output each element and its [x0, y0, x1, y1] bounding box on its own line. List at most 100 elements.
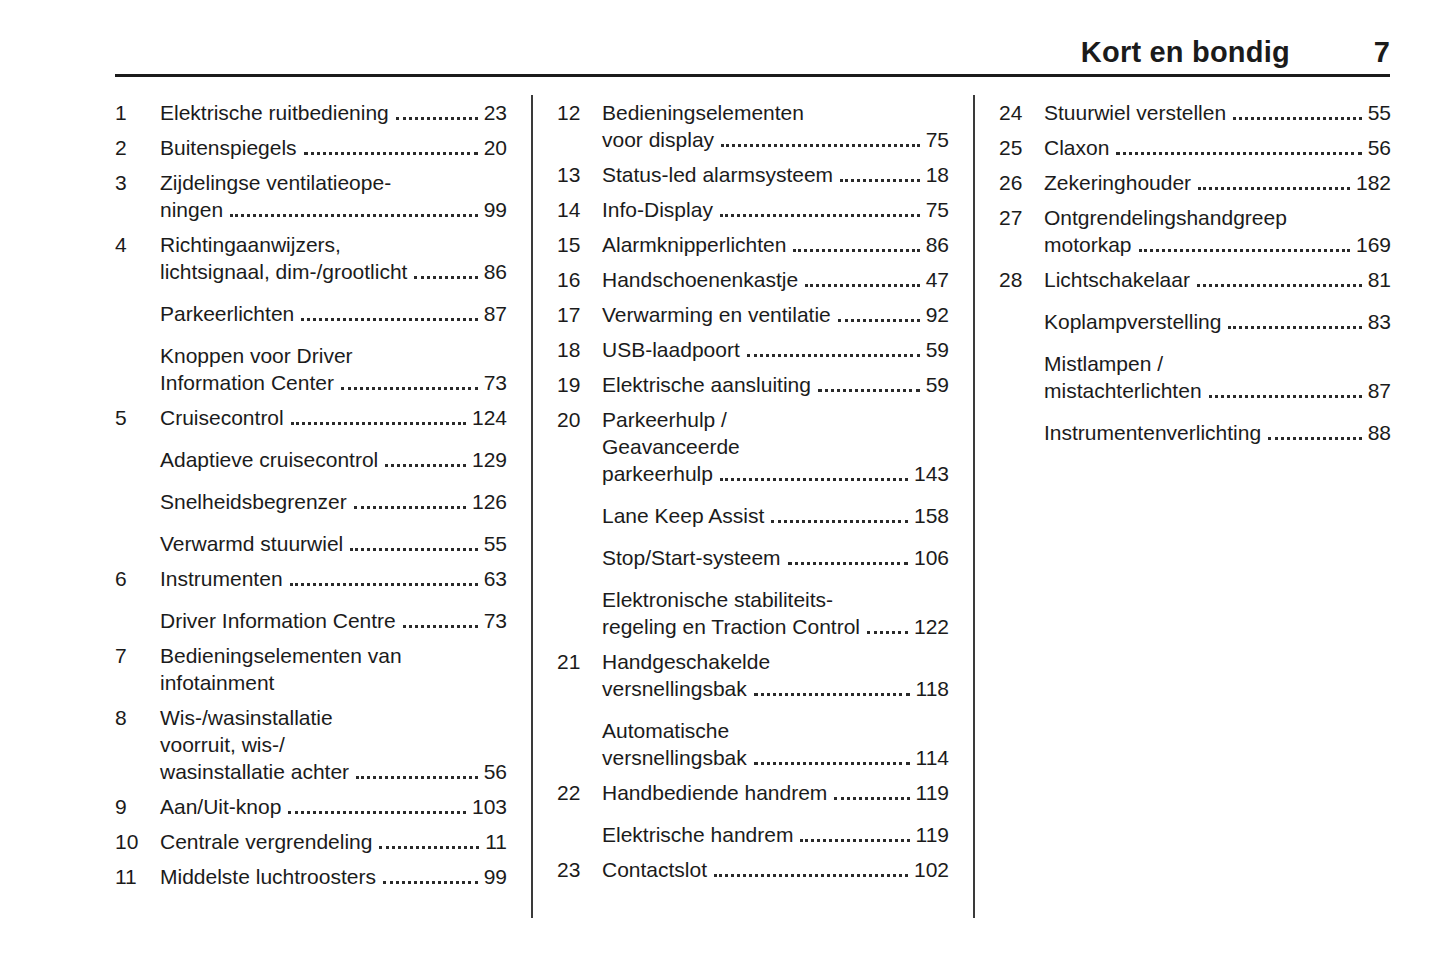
toc-entry: 2Buitenspiegels20 — [115, 134, 507, 161]
column-divider — [531, 95, 533, 918]
toc-entry-number: 23 — [557, 856, 602, 883]
toc-entry: Elektrische handrem119 — [557, 821, 949, 848]
toc-entry-page: 99 — [484, 863, 507, 890]
toc-entry-line: Information Center73 — [160, 369, 507, 396]
toc-entry-label: Knoppen voor Driver — [160, 342, 353, 369]
dot-leader — [840, 179, 920, 182]
toc-entry-line: ningen99 — [160, 196, 507, 223]
toc-entry-line: Stuurwiel verstellen55 — [1044, 99, 1391, 126]
toc-entry-page: 88 — [1368, 419, 1391, 446]
toc-entry: 7Bedieningselementen vaninfotainment — [115, 642, 507, 696]
toc-entry-label: Verwarmd stuurwiel — [160, 530, 343, 557]
toc-entry-line: Contactslot102 — [602, 856, 949, 883]
dot-leader — [818, 389, 920, 392]
toc-entry-body: Handbediende handrem119 — [602, 779, 949, 806]
toc-entry-page: 143 — [914, 460, 949, 487]
toc-entry-label: Middelste luchtroosters — [160, 863, 376, 890]
toc-entry: 25Claxon56 — [999, 134, 1391, 161]
dot-leader — [771, 520, 908, 523]
toc-entry-number: 24 — [999, 99, 1044, 126]
toc-entry-label: Buitenspiegels — [160, 134, 297, 161]
toc-entry-line: Zijdelingse ventilatieope- — [160, 169, 507, 196]
toc-entry-line: Instrumenten63 — [160, 565, 507, 592]
dot-leader — [383, 881, 478, 884]
toc-entry-line: Elektrische handrem119 — [602, 821, 949, 848]
toc-entry-page: 75 — [926, 126, 949, 153]
toc-entry-label: voorruit, wis-/ — [160, 731, 285, 758]
toc-entry: 14Info-Display75 — [557, 196, 949, 223]
toc-entry-line: Status-led alarmsysteem18 — [602, 161, 949, 188]
dot-leader — [1198, 187, 1350, 190]
toc-entry-page: 92 — [926, 301, 949, 328]
toc-entry-page: 118 — [916, 675, 949, 702]
toc-entry-line: Bedieningselementen — [602, 99, 949, 126]
toc-entry-number — [999, 419, 1044, 446]
toc-entry-page: 124 — [472, 404, 507, 431]
toc-entry-body: Knoppen voor DriverInformation Center73 — [160, 342, 507, 396]
toc-entry-label: Handbediende handrem — [602, 779, 827, 806]
toc-entry-line: Lane Keep Assist158 — [602, 502, 949, 529]
toc-entry-line: Lichtschakelaar81 — [1044, 266, 1391, 293]
toc-entry-page: 73 — [484, 369, 507, 396]
toc-entry: 20Parkeerhulp /Geavanceerdeparkeerhulp14… — [557, 406, 949, 487]
dot-leader — [754, 693, 910, 696]
toc-entry-page: 87 — [484, 300, 507, 327]
dot-leader — [867, 631, 908, 634]
toc-entry-body: Wis-/wasinstallatievoorruit, wis-/wasins… — [160, 704, 507, 785]
toc-entry-body: Zekeringhouder182 — [1044, 169, 1391, 196]
toc-entry-body: Zijdelingse ventilatieope-ningen99 — [160, 169, 507, 223]
toc-entry: 6Instrumenten63 — [115, 565, 507, 592]
toc-entry-line: voorruit, wis-/ — [160, 731, 507, 758]
toc-entry-page: 81 — [1368, 266, 1391, 293]
dot-leader — [290, 583, 478, 586]
dot-leader — [288, 811, 466, 814]
toc-entry-page: 47 — [926, 266, 949, 293]
page-number: 7 — [1374, 36, 1390, 69]
toc-entry-page: 56 — [1368, 134, 1391, 161]
toc-entry-line: Verwarmd stuurwiel55 — [160, 530, 507, 557]
toc-entry: 16Handschoenenkastje47 — [557, 266, 949, 293]
dot-leader — [805, 284, 920, 287]
toc-entry-line: parkeerhulp143 — [602, 460, 949, 487]
toc-entry-label: lichtsignaal, dim-/grootlicht — [160, 258, 407, 285]
toc-entry-number: 15 — [557, 231, 602, 258]
toc-entry-label: Info-Display — [602, 196, 713, 223]
toc-entry-number — [557, 717, 602, 771]
toc-entry-label: Bedieningselementen — [602, 99, 804, 126]
toc-entry-number — [999, 308, 1044, 335]
toc-entry-label: Aan/Uit-knop — [160, 793, 281, 820]
toc-entry-body: USB-laadpoort59 — [602, 336, 949, 363]
toc-entry-label: Wis-/wasinstallatie — [160, 704, 333, 731]
toc-entry-label: Zijdelingse ventilatieope- — [160, 169, 391, 196]
dot-leader — [747, 354, 920, 357]
toc-entry-label: ningen — [160, 196, 223, 223]
toc-entry-line: versnellingsbak118 — [602, 675, 949, 702]
toc-entry-number — [557, 502, 602, 529]
toc-entry-number: 26 — [999, 169, 1044, 196]
toc-entry-line: Snelheidsbegrenzer126 — [160, 488, 507, 515]
toc-entry-number: 5 — [115, 404, 160, 431]
toc-entry-line: voor display75 — [602, 126, 949, 153]
toc-entry-label: Elektrische aansluiting — [602, 371, 811, 398]
toc-entry-label: Mistlampen / — [1044, 350, 1163, 377]
toc-entry-body: Mistlampen /mistachterlichten87 — [1044, 350, 1391, 404]
toc-entry-body: Automatischeversnellingsbak114 — [602, 717, 949, 771]
toc-entry-page: 129 — [472, 446, 507, 473]
toc-entry-body: Verwarming en ventilatie92 — [602, 301, 949, 328]
header-rule — [115, 74, 1390, 77]
dot-leader — [1268, 437, 1362, 440]
toc-entry-line: Mistlampen / — [1044, 350, 1391, 377]
dot-leader — [414, 276, 477, 279]
toc-entry-number: 19 — [557, 371, 602, 398]
toc-entry-label: Alarmknipperlichten — [602, 231, 786, 258]
toc-entry-body: Bedieningselementen vaninfotainment — [160, 642, 507, 696]
toc-entry-page: 182 — [1356, 169, 1391, 196]
toc-entry: 23Contactslot102 — [557, 856, 949, 883]
dot-leader — [301, 318, 477, 321]
toc-entry-body: Claxon56 — [1044, 134, 1391, 161]
toc-entry-number — [557, 821, 602, 848]
toc-entry: 10Centrale vergrendeling11 — [115, 828, 507, 855]
toc-entry-line: Richtingaanwijzers, — [160, 231, 507, 258]
toc-entry-page: 86 — [484, 258, 507, 285]
toc-entry-number: 25 — [999, 134, 1044, 161]
